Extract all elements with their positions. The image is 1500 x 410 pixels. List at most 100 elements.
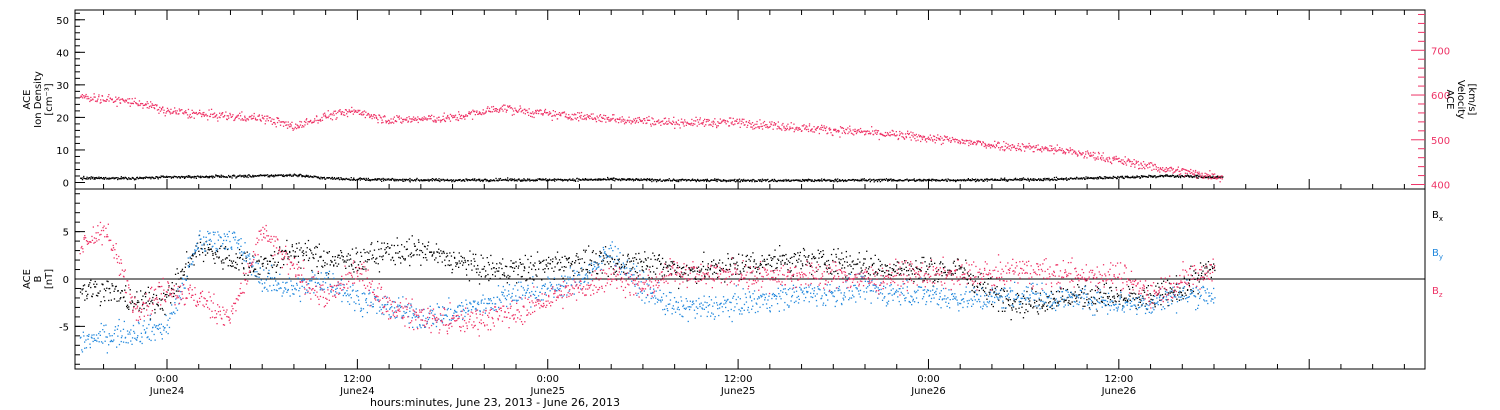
data-point — [983, 180, 985, 182]
data-point — [829, 180, 831, 182]
data-point — [632, 266, 634, 269]
data-point — [910, 270, 912, 272]
data-point — [1040, 149, 1042, 151]
data-point — [189, 113, 191, 116]
data-point — [281, 249, 283, 252]
data-point — [119, 292, 122, 294]
data-point — [436, 251, 438, 253]
data-point — [531, 116, 533, 118]
data-point — [286, 239, 288, 242]
data-point — [779, 128, 781, 130]
data-point — [1142, 175, 1144, 177]
data-point — [536, 251, 539, 253]
data-point — [1144, 163, 1146, 165]
data-point — [321, 178, 323, 180]
data-point — [889, 135, 891, 137]
data-point — [699, 271, 701, 273]
data-point — [236, 115, 238, 117]
data-point — [977, 140, 979, 142]
data-point — [642, 270, 644, 272]
data-point — [479, 180, 482, 182]
data-point — [236, 176, 238, 178]
data-point — [657, 120, 659, 123]
data-point — [142, 295, 144, 297]
data-point — [534, 112, 536, 114]
data-point — [793, 255, 795, 258]
data-point — [351, 248, 354, 250]
data-point — [421, 119, 423, 121]
data-point — [970, 143, 972, 145]
data-point — [566, 179, 568, 181]
data-point — [895, 179, 897, 182]
data-point — [119, 298, 121, 300]
data-point — [1033, 179, 1035, 182]
data-point — [138, 100, 141, 102]
data-point — [1128, 176, 1130, 179]
data-point — [527, 179, 529, 181]
data-point — [852, 268, 854, 270]
data-point — [989, 293, 991, 295]
data-point — [871, 126, 873, 128]
data-point — [301, 176, 303, 178]
data-point — [782, 254, 784, 256]
data-point — [1132, 163, 1134, 165]
data-point — [385, 120, 387, 122]
data-point — [496, 110, 498, 113]
data-point — [224, 246, 227, 248]
data-point — [596, 178, 598, 180]
data-point — [425, 179, 427, 181]
data-point — [316, 246, 318, 249]
data-point — [700, 270, 702, 272]
data-point — [185, 176, 187, 178]
data-point — [308, 176, 311, 178]
data-point — [598, 119, 600, 121]
data-point — [738, 178, 741, 180]
data-point — [1159, 167, 1162, 169]
y2-tick-label: 400 — [1431, 181, 1450, 192]
data-point — [243, 174, 245, 177]
data-point — [258, 260, 260, 263]
data-point — [929, 134, 931, 136]
data-point — [903, 268, 905, 270]
data-point — [302, 254, 304, 257]
data-point — [520, 179, 523, 181]
data-point — [291, 244, 293, 246]
data-point — [201, 115, 203, 118]
data-point — [206, 115, 209, 117]
data-point — [1163, 175, 1165, 177]
data-point — [499, 177, 502, 180]
data-point — [924, 277, 926, 279]
data-point — [243, 274, 246, 276]
data-point — [966, 139, 968, 142]
data-point — [1094, 177, 1096, 179]
data-point — [351, 265, 353, 267]
data-point — [416, 118, 418, 121]
data-point — [419, 118, 421, 120]
data-point — [674, 123, 676, 126]
data-point — [402, 120, 404, 123]
data-point — [1039, 179, 1041, 182]
data-point — [623, 123, 626, 125]
data-point — [648, 276, 650, 279]
data-point — [767, 178, 769, 181]
data-point — [978, 289, 980, 292]
data-point — [647, 257, 649, 259]
data-point — [353, 109, 355, 111]
data-point — [206, 252, 209, 254]
data-point — [874, 179, 877, 182]
data-point — [417, 116, 419, 118]
data-point — [199, 175, 202, 177]
data-point — [177, 290, 179, 292]
data-point — [1092, 154, 1094, 156]
data-point — [98, 177, 100, 179]
data-point — [124, 289, 126, 291]
data-point — [719, 259, 721, 261]
data-point — [751, 126, 753, 128]
data-point — [322, 113, 325, 115]
data-point — [690, 180, 692, 182]
data-point — [1097, 177, 1100, 179]
data-point — [494, 110, 496, 112]
data-point — [406, 117, 408, 119]
data-point — [1115, 155, 1117, 158]
data-point — [654, 178, 656, 181]
